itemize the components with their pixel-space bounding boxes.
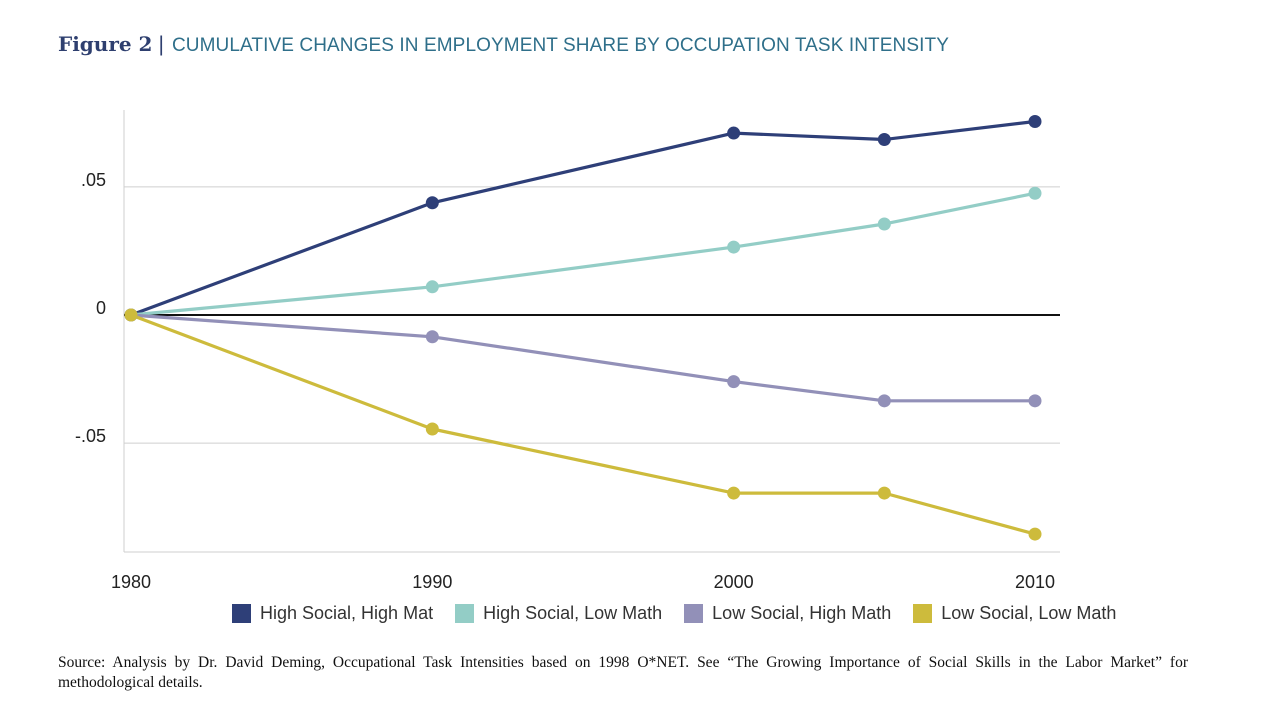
legend-item: High Social, High Mat: [232, 603, 433, 624]
y-tick-label: .05: [81, 170, 106, 190]
x-tick-label: 1980: [111, 572, 151, 592]
data-point: [1028, 527, 1042, 541]
legend-item: Low Social, High Math: [684, 603, 891, 624]
x-tick-label: 2000: [714, 572, 754, 592]
data-point: [877, 217, 891, 231]
data-point: [1028, 394, 1042, 408]
chart-title: CUMULATIVE CHANGES IN EMPLOYMENT SHARE B…: [171, 35, 949, 56]
series-line-3: [129, 313, 1037, 403]
data-point: [1028, 186, 1042, 200]
y-tick-label: 0: [96, 298, 106, 318]
legend-swatch: [455, 604, 475, 623]
legend-swatch: [232, 604, 251, 623]
legend-label: Low Social, Low Math: [941, 603, 1117, 623]
data-point: [425, 330, 439, 344]
x-tick-label: 2010: [1015, 572, 1055, 592]
data-point: [425, 280, 439, 294]
data-point: [877, 394, 891, 408]
data-point: [1028, 115, 1042, 129]
legend-swatch: [684, 604, 704, 623]
chart-legend: High Social, High Mat High Social, Low Ma…: [232, 603, 1138, 624]
data-point: [727, 240, 741, 254]
series-line-2: [129, 191, 1037, 317]
legend-item: High Social, Low Math: [455, 603, 662, 624]
legend-label: Low Social, High Math: [712, 603, 892, 623]
data-point: [425, 422, 439, 436]
data-point: [727, 375, 741, 389]
legend-label: High Social, High Mat: [260, 603, 434, 623]
figure-title-separator: |: [158, 33, 164, 56]
series-line-4: [129, 313, 1037, 536]
y-tick-label: -.05: [75, 426, 106, 446]
figure-label: Figure 2: [58, 32, 153, 56]
source-note: Source: Analysis by Dr. David Deming, Oc…: [58, 654, 1188, 691]
line-chart: .05 0 -.05 1980 1990 2000 2010: [75, 110, 1060, 592]
x-tick-label: 1990: [412, 572, 452, 592]
series-line-1: [129, 119, 1037, 317]
data-point: [877, 132, 891, 146]
data-point: [877, 486, 891, 500]
legend-swatch: [913, 604, 933, 623]
legend-label: High Social, Low Math: [483, 603, 663, 623]
data-point: [727, 486, 741, 500]
figure-title: Figure 2 | CUMULATIVE CHANGES IN EMPLOYMEN…: [58, 28, 949, 62]
data-point: [124, 308, 138, 322]
legend-item: Low Social, Low Math: [913, 603, 1116, 624]
data-point: [727, 126, 741, 140]
data-point: [425, 196, 439, 210]
